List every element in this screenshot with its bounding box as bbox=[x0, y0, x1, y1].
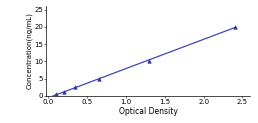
Y-axis label: Concentration(ng/mL): Concentration(ng/mL) bbox=[26, 13, 33, 90]
X-axis label: Optical Density: Optical Density bbox=[119, 107, 178, 116]
